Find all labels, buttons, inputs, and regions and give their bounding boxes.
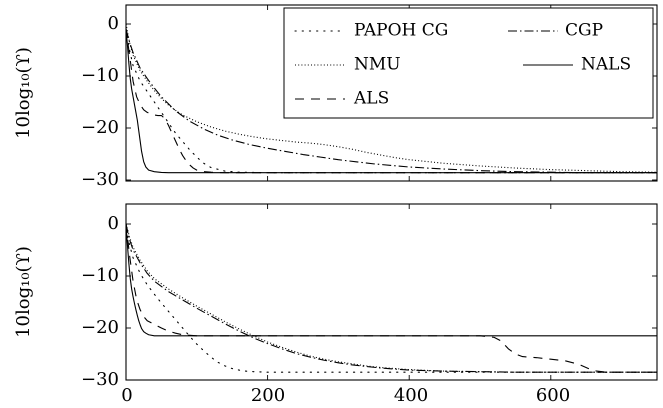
- bottom-ytick-label: −10: [81, 265, 119, 286]
- bottom-xtick-label: 400: [394, 385, 428, 406]
- bottom-ticks-group: [125, 204, 657, 381]
- bottom-y-tick-labels: 0 −10 −20 −30: [81, 213, 119, 390]
- bottom-series-nals: [126, 223, 657, 337]
- bottom-series-cgp: [126, 223, 657, 373]
- legend-label-nals: NALS: [581, 55, 631, 75]
- bottom-series-als: [126, 223, 657, 373]
- legend-entry-als: ALS: [295, 89, 389, 109]
- legend-label-cgp: CGP: [565, 21, 603, 41]
- top-y-axis-label: 10log₁₀(ϒ): [13, 47, 34, 139]
- bottom-series-papoh-cg: [126, 228, 657, 373]
- bottom-ytick-label: 0: [108, 213, 119, 234]
- legend-label-nmu: NMU: [354, 55, 401, 75]
- top-series-als: [126, 29, 657, 174]
- bottom-panel: 0 −10 −20 −30 0 200 400 600 10log₁₀(ϒ): [13, 203, 658, 406]
- bottom-xtick-label: 200: [251, 385, 285, 406]
- top-series-nmu: [126, 23, 657, 173]
- top-axis-frame: [125, 4, 658, 182]
- top-plot-area: [125, 4, 658, 182]
- bottom-axis-frame: [125, 203, 658, 381]
- bottom-ytick-label: −20: [81, 317, 119, 338]
- bottom-x-tick-labels: 0 200 400 600: [121, 385, 570, 406]
- top-ytick-label: 0: [108, 13, 119, 34]
- bottom-series-group: [126, 223, 657, 373]
- top-series-group: [126, 23, 657, 174]
- legend-entry-nals: NALS: [523, 55, 631, 75]
- bottom-series-nmu: [126, 223, 657, 373]
- legend-entry-nmu: NMU: [295, 55, 401, 75]
- legend-entry-cgp: CGP: [508, 21, 603, 41]
- legend-entry-papoh-cg: PAPOH CG: [294, 21, 448, 41]
- legend-label-papoh-cg: PAPOH CG: [354, 21, 448, 41]
- bottom-xtick-label: 600: [536, 385, 570, 406]
- bottom-xtick-label: 0: [121, 385, 132, 406]
- top-series-cgp: [126, 29, 657, 174]
- legend: PAPOH CG CGP NMU NALS ALS: [283, 7, 654, 119]
- top-panel: 0 −10 −20 −30 10log₁₀(ϒ) PAPOH CG CGP NM…: [13, 4, 658, 190]
- legend-label-als: ALS: [353, 89, 389, 109]
- bottom-y-axis-label: 10log₁₀(ϒ): [13, 246, 34, 338]
- legend-box: [283, 7, 654, 119]
- top-ytick-label: −30: [81, 169, 119, 190]
- bottom-ytick-label: −30: [81, 369, 119, 390]
- top-series-nals: [126, 29, 657, 174]
- top-y-tick-labels: 0 −10 −20 −30: [81, 13, 119, 190]
- top-ytick-label: −20: [81, 117, 119, 138]
- bottom-plot-area: [125, 203, 658, 381]
- top-ytick-label: −10: [81, 65, 119, 86]
